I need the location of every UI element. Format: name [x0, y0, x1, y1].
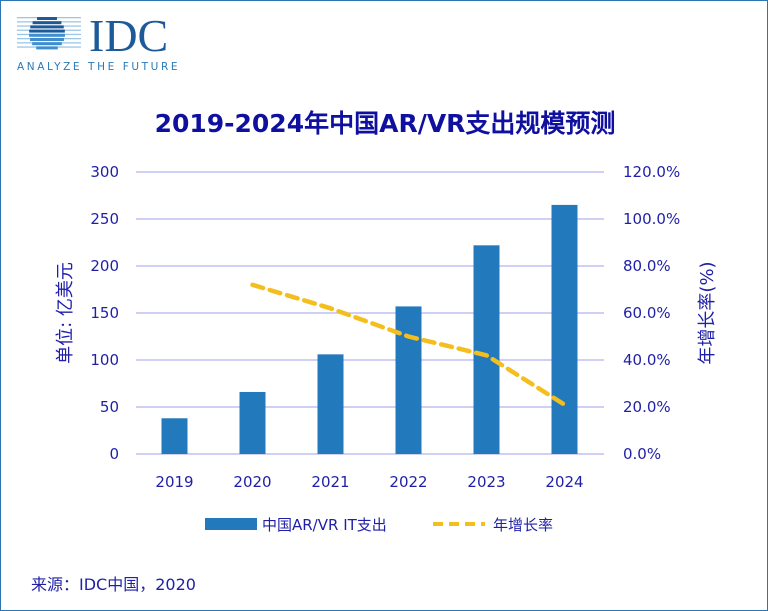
- globe-band: [37, 17, 57, 20]
- globe-band: [32, 21, 62, 25]
- globe-icon: [17, 17, 81, 50]
- x-tick-label: 2022: [389, 473, 427, 491]
- y-left-tick-label: 0: [109, 445, 119, 463]
- bar-2019: [161, 418, 188, 454]
- y-right-tick-label: 120.0%: [623, 163, 680, 181]
- bar-2023: [473, 245, 500, 454]
- y-axis-left-label: 单位: 亿美元: [55, 262, 76, 364]
- y-left-tick-label: 50: [100, 398, 119, 416]
- y-right-tick-label: 100.0%: [623, 210, 680, 228]
- bar-2021: [317, 354, 344, 454]
- y-right-tick-label: 0.0%: [623, 445, 661, 463]
- x-tick-label: 2023: [467, 473, 505, 491]
- source-note: 来源：IDC中国，2020: [31, 575, 196, 594]
- logo-tagline: ANALYZE THE FUTURE: [17, 61, 180, 73]
- y-left-tick-label: 150: [90, 304, 119, 322]
- chart-title: 2019-2024年中国AR/VR支出规模预测: [155, 109, 616, 138]
- y-right-tick-label: 20.0%: [623, 398, 671, 416]
- y-left-tick-label: 300: [90, 163, 119, 181]
- bar-2024: [551, 204, 578, 454]
- legend-line-label: 年增长率: [493, 516, 553, 534]
- globe-band: [36, 46, 58, 50]
- bar-2020: [239, 391, 266, 454]
- x-tick-label: 2024: [545, 473, 583, 491]
- y-left-tick-label: 250: [90, 210, 119, 228]
- globe-band: [29, 33, 65, 37]
- globe-band: [32, 42, 62, 46]
- bar-2022: [395, 306, 422, 454]
- y-left-tick-label: 100: [90, 351, 119, 369]
- y-right-tick-label: 40.0%: [623, 351, 671, 369]
- legend-bar-swatch: [205, 518, 257, 530]
- logo-name: IDC: [89, 10, 168, 61]
- globe-band: [29, 29, 65, 33]
- y-left-tick-label: 200: [90, 257, 119, 275]
- x-tick-label: 2021: [311, 473, 349, 491]
- x-tick-label: 2019: [155, 473, 193, 491]
- legend: 中国AR/VR IT支出 年增长率: [205, 516, 553, 534]
- y-axis-right-label: 年增长率(%): [697, 261, 718, 364]
- y-right-tick-label: 60.0%: [623, 304, 671, 322]
- globe-band: [30, 25, 64, 29]
- y-right-tick-label: 80.0%: [623, 257, 671, 275]
- x-tick-label: 2020: [233, 473, 271, 491]
- globe-band: [30, 38, 64, 41]
- legend-bar-label: 中国AR/VR IT支出: [262, 516, 387, 534]
- growth-rate-line: [250, 282, 567, 407]
- idc-logo: IDC ANALYZE THE FUTURE: [17, 10, 180, 73]
